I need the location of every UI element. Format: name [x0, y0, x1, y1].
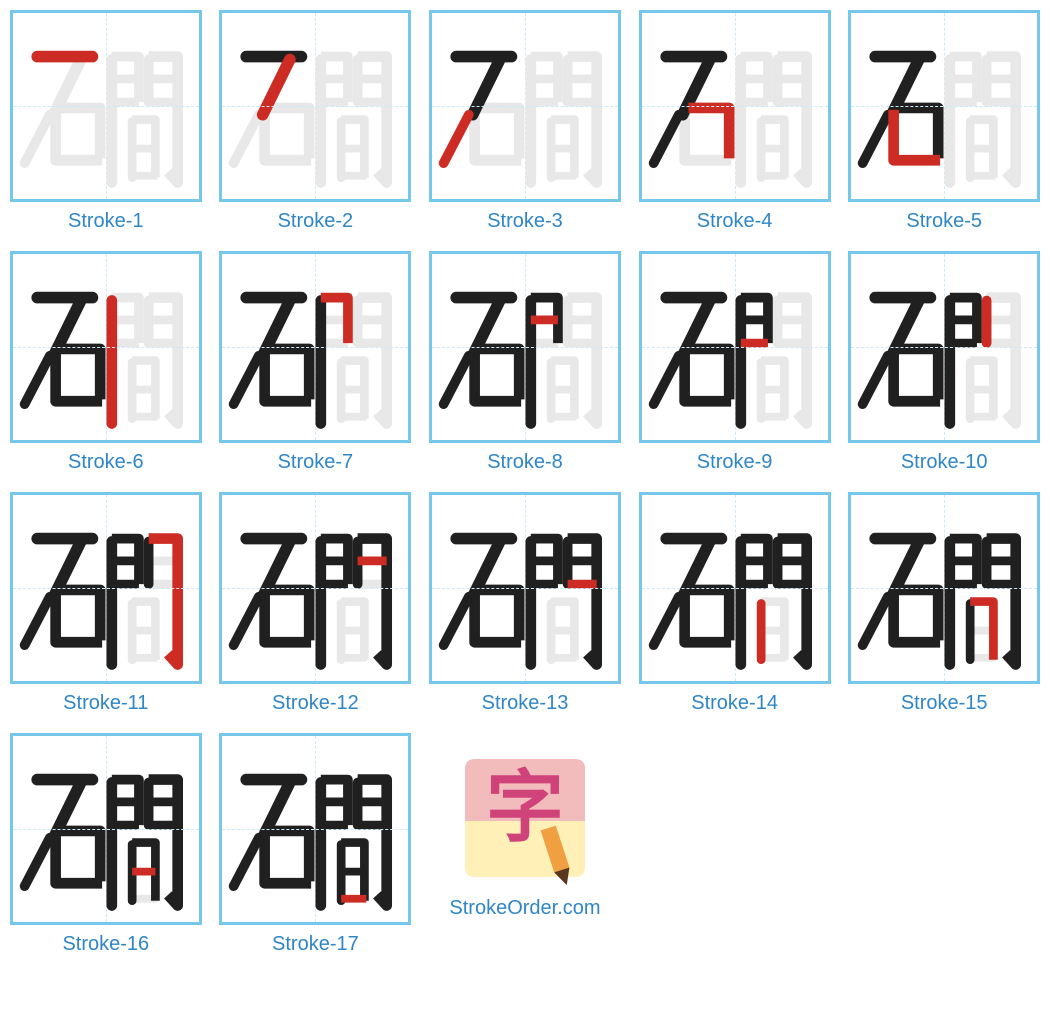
stroke-caption: Stroke-3: [487, 210, 563, 233]
stroke-tile: [219, 10, 411, 202]
stroke-cell: Stroke-6: [8, 251, 204, 474]
stroke-cell: Stroke-16: [8, 733, 204, 956]
stroke-tile: [10, 733, 202, 925]
stroke-cell: Stroke-12: [218, 492, 414, 715]
stroke-cell: Stroke-14: [637, 492, 833, 715]
logo-tile: 字: [455, 749, 595, 889]
stroke-tile: [10, 492, 202, 684]
stroke-cell: Stroke-3: [427, 10, 623, 233]
stroke-caption: Stroke-13: [482, 692, 569, 715]
stroke-caption: Stroke-17: [272, 933, 359, 956]
stroke-caption: Stroke-15: [901, 692, 988, 715]
stroke-tile: [219, 492, 411, 684]
stroke-cell: Stroke-2: [218, 10, 414, 233]
stroke-tile: [10, 251, 202, 443]
stroke-tile: [219, 733, 411, 925]
stroke-cell: Stroke-9: [637, 251, 833, 474]
stroke-tile: [219, 251, 411, 443]
stroke-cell: Stroke-10: [846, 251, 1042, 474]
stroke-caption: Stroke-5: [906, 210, 982, 233]
stroke-caption: Stroke-7: [278, 451, 354, 474]
stroke-caption: Stroke-1: [68, 210, 144, 233]
stroke-cell: Stroke-15: [846, 492, 1042, 715]
stroke-cell: Stroke-4: [637, 10, 833, 233]
stroke-caption: Stroke-12: [272, 692, 359, 715]
stroke-tile: [429, 251, 621, 443]
stroke-order-grid: Stroke-1 Stroke-2 Stroke-3 Stroke-4 Stroke-5…: [8, 10, 1042, 956]
stroke-caption: Stroke-16: [62, 933, 149, 956]
stroke-tile: [10, 10, 202, 202]
stroke-tile: [848, 492, 1040, 684]
stroke-cell: Stroke-11: [8, 492, 204, 715]
stroke-tile: [429, 492, 621, 684]
stroke-caption: Stroke-14: [691, 692, 778, 715]
stroke-tile: [639, 492, 831, 684]
stroke-caption: Stroke-11: [63, 692, 148, 715]
stroke-tile: [639, 251, 831, 443]
stroke-cell: Stroke-7: [218, 251, 414, 474]
stroke-cell: Stroke-5: [846, 10, 1042, 233]
stroke-caption: Stroke-6: [68, 451, 144, 474]
stroke-caption: Stroke-4: [697, 210, 773, 233]
logo-caption: StrokeOrder.com: [449, 897, 600, 920]
stroke-tile: [848, 251, 1040, 443]
stroke-cell: Stroke-1: [8, 10, 204, 233]
stroke-caption: Stroke-8: [487, 451, 563, 474]
stroke-caption: Stroke-10: [901, 451, 988, 474]
stroke-cell: Stroke-17: [218, 733, 414, 956]
stroke-tile: [429, 10, 621, 202]
stroke-caption: Stroke-2: [278, 210, 354, 233]
stroke-caption: Stroke-9: [697, 451, 773, 474]
stroke-cell: Stroke-8: [427, 251, 623, 474]
stroke-tile: [848, 10, 1040, 202]
logo-cell: 字 StrokeOrder.com: [427, 733, 623, 956]
stroke-cell: Stroke-13: [427, 492, 623, 715]
stroke-tile: [639, 10, 831, 202]
